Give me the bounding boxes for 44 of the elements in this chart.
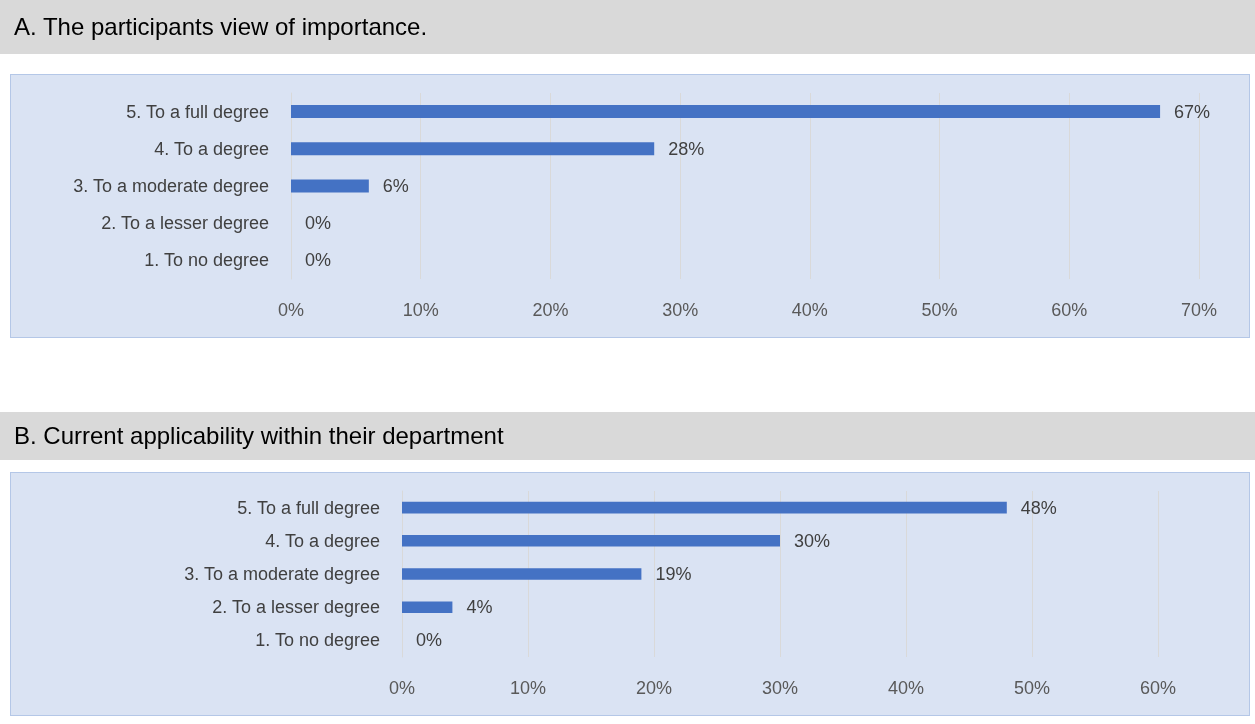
y-tick-label: 2. To a lesser degree: [212, 597, 380, 618]
data-label: 30%: [794, 530, 831, 551]
x-tick-label: 60%: [1139, 678, 1177, 698]
data-label: 6%: [382, 176, 409, 196]
chart-title: A. The participants view of importance.: [0, 0, 1255, 54]
x-tick-label: 20%: [635, 678, 673, 698]
bar: [291, 179, 369, 193]
y-tick-label: 5. To a full degree: [237, 497, 380, 518]
x-tick-label: 30%: [761, 678, 799, 698]
x-tick-label: 0%: [277, 300, 305, 320]
bar: [291, 142, 655, 156]
bar: [402, 568, 642, 580]
x-tick-label: 40%: [791, 300, 828, 320]
y-tick-label: 1. To no degree: [144, 250, 269, 271]
y-tick-label: 1. To no degree: [255, 630, 380, 651]
bar: [291, 105, 1161, 119]
x-tick-label: 20%: [532, 300, 569, 320]
x-tick-label: 40%: [887, 678, 925, 698]
data-label: 19%: [655, 564, 692, 584]
data-label: 67%: [1174, 101, 1211, 122]
x-tick-label: 50%: [921, 300, 958, 320]
x-tick-label: 30%: [662, 300, 699, 320]
data-label: 0%: [305, 213, 332, 234]
y-tick-label: 4. To a degree: [265, 530, 380, 551]
x-tick-label: 70%: [1180, 300, 1218, 320]
x-tick-label: 0%: [388, 678, 416, 698]
bar: [402, 534, 780, 547]
x-tick-label: 10%: [509, 678, 547, 698]
y-tick-label: 5. To a full degree: [126, 101, 269, 122]
data-label: 0%: [305, 250, 332, 271]
data-label: 4%: [466, 597, 493, 618]
bar: [402, 601, 453, 614]
y-tick-label: 2. To a lesser degree: [101, 213, 269, 234]
y-tick-label: 3. To a moderate degree: [73, 176, 269, 196]
y-tick-label: 3. To a moderate degree: [184, 564, 380, 584]
x-tick-label: 10%: [402, 300, 439, 320]
bar: [402, 501, 1007, 514]
data-label: 0%: [416, 630, 443, 651]
x-tick-label: 50%: [1013, 678, 1051, 698]
data-label: 48%: [1020, 497, 1057, 518]
y-tick-label: 4. To a degree: [154, 138, 269, 159]
data-label: 28%: [668, 138, 705, 159]
chart-title: B. Current applicability within their department: [0, 412, 1255, 460]
x-tick-label: 60%: [1051, 300, 1088, 320]
